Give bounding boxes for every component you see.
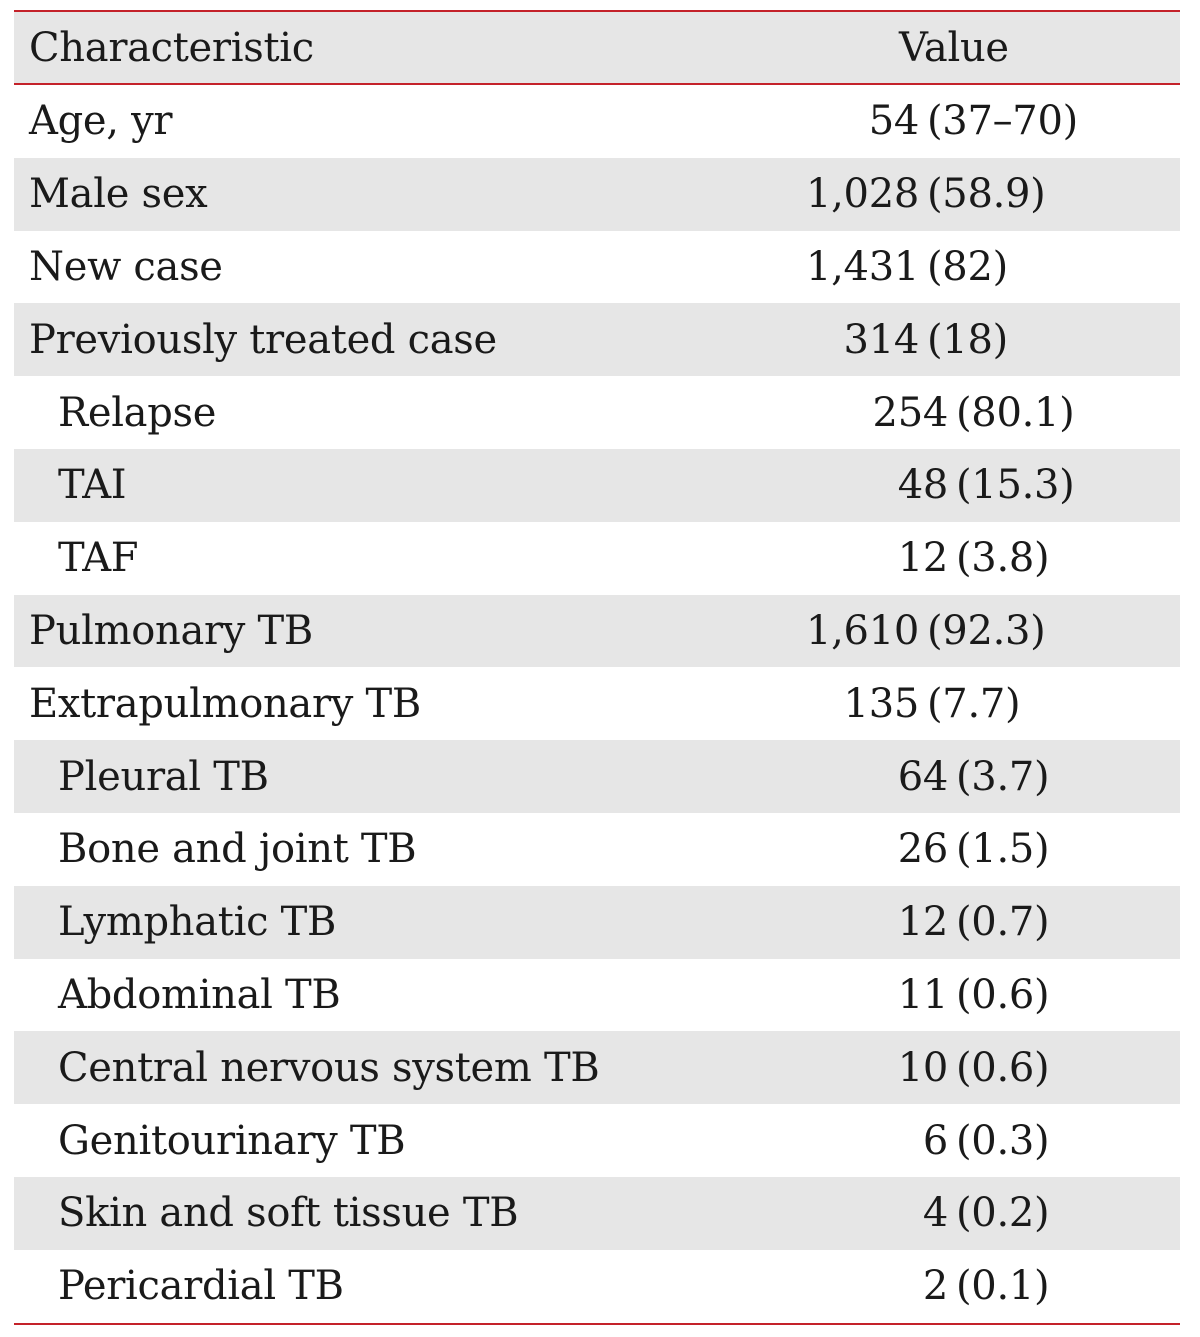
row-value-count: 135 [843,680,920,727]
table-top-rule [14,10,1180,12]
row-label: Pericardial TB [58,1263,344,1310]
row-label: Age, yr [29,98,173,145]
row-value-count: 26 [897,826,949,873]
row-label: Bone and joint TB [58,826,417,873]
row-label: TAF [58,535,139,582]
row-value-percent: (0.6) [956,971,1050,1018]
table-row: Male sex 1,028 (58.9) [14,157,1180,231]
row-value-count: 11 [897,971,949,1018]
row-value: 1,431 (82) [789,244,1180,290]
row-value-percent: (0.7) [956,899,1050,946]
row-value: 135 (7.7) [789,681,1180,727]
table-row: Relapse 254 (80.1) [14,376,1180,449]
row-value-count: 4 [922,1190,948,1237]
row-value-count: 2 [922,1263,948,1310]
row-label: Male sex [29,171,208,218]
table-row: Bone and joint TB 26 (1.5) [14,813,1180,886]
table-row: Pulmonary TB 1,610 (92.3) [14,594,1180,668]
row-label: New case [29,243,223,290]
row-value: 1,028 (58.9) [789,171,1180,217]
table-row: Genitourinary TB 6 (0.3) [14,1104,1180,1177]
row-value-count: 10 [897,1044,949,1091]
table-row: Extrapulmonary TB 135 (7.7) [14,667,1180,740]
row-value-percent: (3.8) [956,535,1050,582]
row-value: 48 (15.3) [818,462,1180,508]
row-label: TAI [58,462,127,509]
row-value: 4 (0.2) [818,1190,1180,1236]
table-header-row: Characteristic Value [14,12,1180,83]
row-value-count: 48 [897,462,949,509]
row-value-count: 314 [843,316,920,363]
header-value: Value [899,24,1009,71]
row-label: Central nervous system TB [58,1044,600,1091]
row-label: Skin and soft tissue TB [58,1190,519,1237]
row-value: 64 (3.7) [818,754,1180,800]
table-header-rule [14,83,1180,85]
row-value: 54 (37–70) [789,98,1180,144]
table-row: Pleural TB 64 (3.7) [14,740,1180,813]
table-bottom-rule [14,1322,1180,1325]
row-value-percent: (0.6) [956,1044,1050,1091]
row-value-count: 6 [922,1117,948,1164]
row-value-percent: (0.1) [956,1263,1050,1310]
row-value-percent: (0.2) [956,1190,1050,1237]
header-characteristic: Characteristic [29,24,314,71]
row-value-count: 1,610 [805,607,919,654]
row-value: 12 (0.7) [818,899,1180,945]
table-row: Previously treated case 314 (18) [14,303,1180,377]
table-row: New case 1,431 (82) [14,231,1180,304]
row-value-count: 64 [897,753,949,800]
row-value-count: 254 [872,389,949,436]
table-row: Pericardial TB 2 (0.1) [14,1250,1180,1323]
row-value-count: 1,431 [805,243,919,290]
row-value-count: 12 [897,899,949,946]
row-value-count: 1,028 [805,171,919,218]
row-value: 11 (0.6) [818,972,1180,1018]
row-value: 10 (0.6) [818,1045,1180,1091]
row-value: 6 (0.3) [818,1118,1180,1164]
row-value: 12 (3.8) [818,535,1180,581]
row-label: Pleural TB [58,753,269,800]
row-value-percent: (15.3) [956,462,1075,509]
row-value: 2 (0.1) [818,1263,1180,1309]
row-value-count: 54 [868,98,920,145]
table-row: TAI 48 (15.3) [14,448,1180,522]
row-value-percent: (37–70) [927,98,1078,145]
characteristics-table: Characteristic Value Age, yr 54 (37–70) Mal… [14,10,1180,1325]
row-label: Lymphatic TB [58,899,337,946]
row-value: 314 (18) [789,317,1180,363]
table-row: Skin and soft tissue TB 4 (0.2) [14,1176,1180,1250]
row-label: Previously treated case [29,316,497,363]
row-value-percent: (92.3) [927,607,1046,654]
row-label: Relapse [58,389,217,436]
row-value-percent: (18) [927,316,1008,363]
table-row: Age, yr 54 (37–70) [14,85,1180,158]
table-row: TAF 12 (3.8) [14,522,1180,595]
row-value: 254 (80.1) [818,390,1180,436]
row-label: Pulmonary TB [29,607,313,654]
row-value: 26 (1.5) [818,826,1180,872]
row-label: Abdominal TB [58,971,341,1018]
row-value-percent: (80.1) [956,389,1075,436]
row-value-percent: (1.5) [956,826,1050,873]
row-label: Genitourinary TB [58,1117,406,1164]
table-body: Age, yr 54 (37–70) Male sex 1,028 (58.9) New c… [14,85,1180,1323]
row-value-percent: (82) [927,243,1008,290]
row-value-percent: (3.7) [956,753,1050,800]
table-row: Lymphatic TB 12 (0.7) [14,885,1180,959]
row-value-percent: (58.9) [927,171,1046,218]
row-value-percent: (0.3) [956,1117,1050,1164]
table-row: Abdominal TB 11 (0.6) [14,959,1180,1032]
row-value: 1,610 (92.3) [789,608,1180,654]
row-value-percent: (7.7) [927,680,1021,727]
table-row: Central nervous system TB 10 (0.6) [14,1031,1180,1105]
row-value-count: 12 [897,535,949,582]
row-label: Extrapulmonary TB [29,680,421,727]
